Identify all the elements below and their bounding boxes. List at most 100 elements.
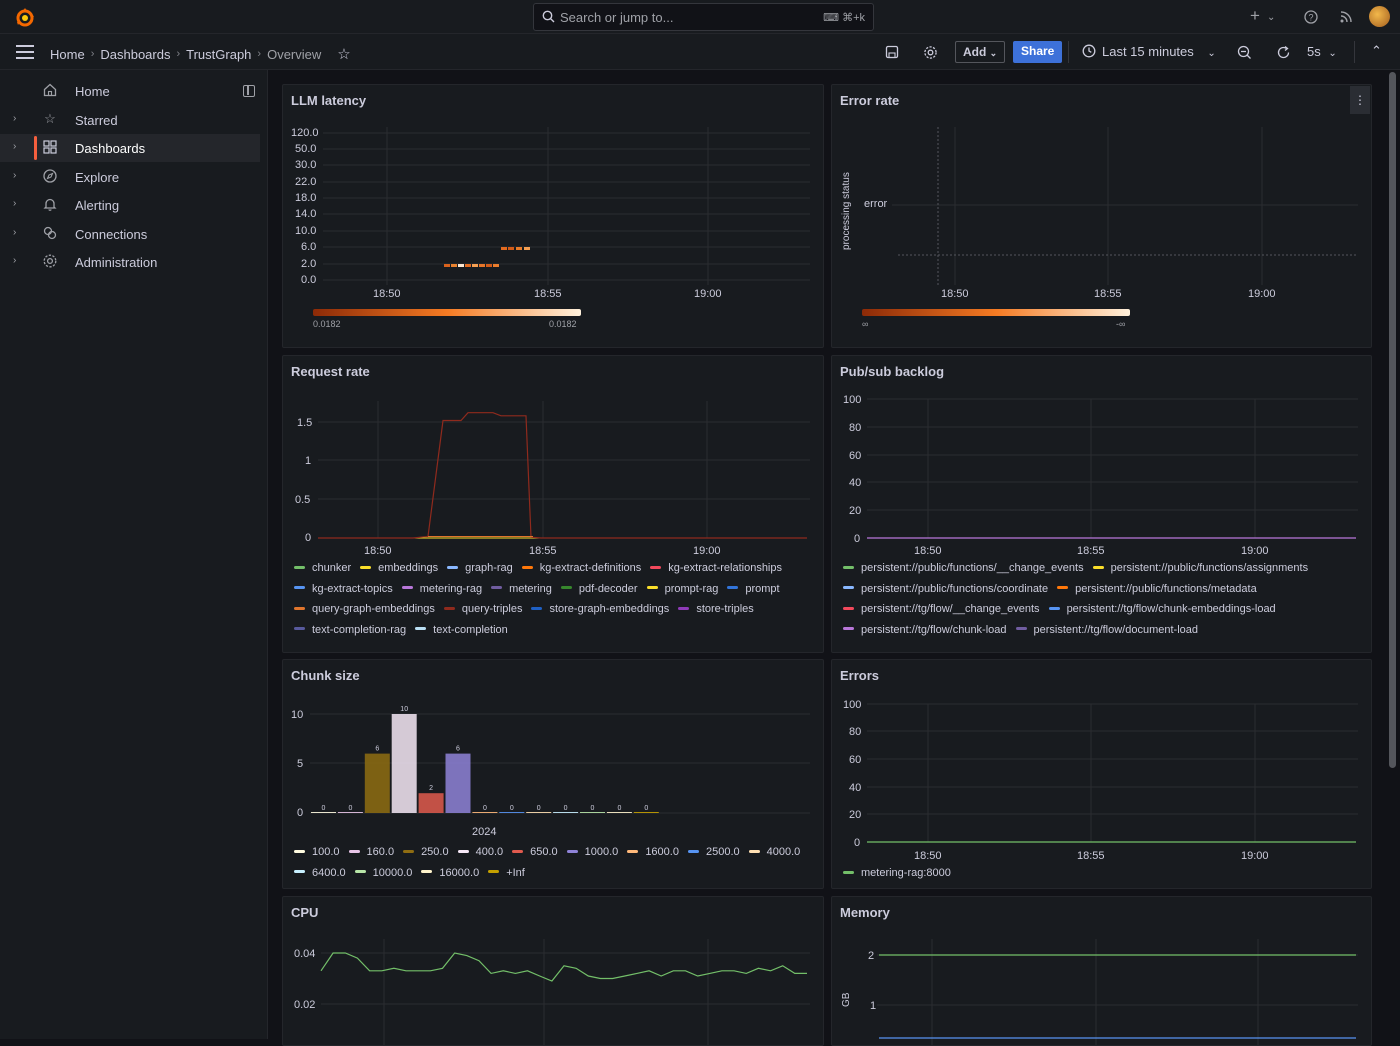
legend-item[interactable]: text-completion bbox=[415, 620, 508, 641]
bar-16000.0[interactable] bbox=[606, 812, 632, 813]
legend-item[interactable]: 10000.0 bbox=[354, 863, 412, 884]
help-icon[interactable]: ? bbox=[1304, 10, 1318, 24]
bar-2500.0[interactable] bbox=[499, 812, 525, 813]
legend-item[interactable]: 160.0 bbox=[348, 842, 394, 863]
legend-item[interactable]: 1600.0 bbox=[627, 842, 679, 863]
legend-item[interactable]: 4000.0 bbox=[748, 842, 800, 863]
chevron-right-icon[interactable]: › bbox=[13, 255, 17, 266]
legend-item[interactable]: persistent://public/functions/metadata bbox=[1057, 579, 1257, 600]
chevron-right-icon[interactable]: › bbox=[13, 227, 17, 238]
legend-item[interactable]: query-graph-embeddings bbox=[294, 599, 435, 620]
time-series-chart: GB 2 1 bbox=[841, 939, 1358, 1045]
panel-memory[interactable]: Memory GB 2 1 bbox=[831, 896, 1372, 1046]
bar-250.0[interactable] bbox=[364, 753, 390, 813]
news-rss-icon[interactable] bbox=[1339, 10, 1353, 24]
legend-item[interactable]: kg-extract-definitions bbox=[521, 558, 641, 579]
zoom-out-icon[interactable] bbox=[1237, 45, 1252, 60]
bar-650.0[interactable] bbox=[418, 793, 444, 813]
settings-gear-icon[interactable] bbox=[923, 45, 938, 60]
legend-item[interactable]: kg-extract-topics bbox=[294, 579, 393, 600]
bar-6400.0[interactable] bbox=[553, 812, 579, 813]
refresh-icon[interactable] bbox=[1276, 45, 1291, 60]
sidebar-item-administration[interactable]: › Administration bbox=[0, 248, 260, 276]
legend-item[interactable]: prompt-rag bbox=[646, 579, 718, 600]
grafana-logo-icon[interactable] bbox=[14, 7, 36, 29]
sidebar-item-alerting[interactable]: › Alerting bbox=[0, 191, 260, 219]
legend-item[interactable]: 1000.0 bbox=[566, 842, 618, 863]
new-plus-icon[interactable]: + bbox=[1250, 6, 1260, 25]
legend-item[interactable]: metering bbox=[491, 579, 552, 600]
share-button[interactable]: Share bbox=[1013, 41, 1063, 63]
legend-item[interactable]: persistent://public/functions/assignment… bbox=[1092, 558, 1308, 579]
legend-item[interactable]: persistent://tg/flow/document-load bbox=[1015, 620, 1198, 641]
legend-item[interactable]: kg-extract-relationships bbox=[650, 558, 782, 579]
breadcrumb-trustgraph[interactable]: TrustGraph bbox=[186, 46, 252, 62]
bar-100.0[interactable] bbox=[311, 812, 336, 813]
legend-item[interactable]: 650.0 bbox=[512, 842, 558, 863]
legend-item[interactable]: text-completion-rag bbox=[294, 620, 406, 641]
panel-cpu[interactable]: CPU 0.04 0.02 bbox=[282, 896, 824, 1046]
panel-pubsub-backlog[interactable]: Pub/sub backlog 100 80 60 40 20 0 18:50 … bbox=[831, 355, 1372, 653]
legend-item[interactable]: pdf-decoder bbox=[560, 579, 638, 600]
menu-toggle-icon[interactable] bbox=[16, 45, 34, 59]
legend-item[interactable]: persistent://tg/flow/__change_events bbox=[843, 599, 1040, 620]
time-range-picker[interactable]: Last 15 minutes ⌄ bbox=[1082, 44, 1216, 59]
sidebar-item-dashboards[interactable]: › Dashboards bbox=[0, 134, 260, 162]
sidebar-item-explore[interactable]: › Explore bbox=[0, 163, 260, 191]
save-icon[interactable] bbox=[885, 45, 899, 59]
panel-llm-latency[interactable]: LLM latency 120.0 50.0 30.0 22.0 18.0 14… bbox=[282, 84, 824, 348]
chevron-right-icon: › bbox=[257, 48, 262, 60]
legend-item[interactable]: 250.0 bbox=[403, 842, 449, 863]
breadcrumb-home[interactable]: Home bbox=[50, 46, 85, 62]
legend-item[interactable]: persistent://tg/flow/chunk-load bbox=[843, 620, 1007, 641]
legend-item[interactable]: prompt bbox=[727, 579, 780, 600]
panel-request-rate[interactable]: Request rate 1.5 1 0.5 0 18:50 18:55 19:… bbox=[282, 355, 824, 653]
legend-item[interactable]: store-graph-embeddings bbox=[531, 599, 669, 620]
dock-menu-icon[interactable] bbox=[243, 85, 255, 97]
bar-+Inf[interactable] bbox=[633, 812, 659, 813]
chevron-up-icon[interactable]: ⌃ bbox=[1371, 43, 1382, 58]
bar-1000.0[interactable] bbox=[445, 753, 471, 813]
panel-error-rate[interactable]: Error rate ⋮ processing status error 18:… bbox=[831, 84, 1372, 348]
legend-item[interactable]: query-triples bbox=[443, 599, 522, 620]
panel-errors[interactable]: Errors 100 80 60 40 20 0 18:50 18:55 19:… bbox=[831, 659, 1372, 889]
chevron-right-icon[interactable]: › bbox=[13, 170, 17, 181]
legend-item[interactable]: persistent://public/functions/__change_e… bbox=[843, 558, 1084, 579]
legend-item[interactable]: metering-rag:8000 bbox=[843, 863, 951, 884]
breadcrumb-dashboards[interactable]: Dashboards bbox=[100, 46, 171, 62]
sidebar-item-home[interactable]: Home bbox=[0, 77, 260, 105]
legend-item[interactable]: +Inf bbox=[488, 863, 525, 884]
bar-10000.0[interactable] bbox=[580, 812, 605, 813]
user-avatar[interactable] bbox=[1369, 6, 1390, 27]
search-input[interactable]: Search or jump to... ⌨ ⌘+k bbox=[533, 3, 874, 31]
bar-1600.0[interactable] bbox=[472, 812, 498, 813]
legend-item[interactable]: 6400.0 bbox=[294, 863, 346, 884]
add-button[interactable]: Add ⌄ bbox=[955, 41, 1006, 63]
legend-item[interactable]: 2500.0 bbox=[687, 842, 740, 863]
refresh-interval-picker[interactable]: 5s ⌄ bbox=[1307, 44, 1337, 59]
chevron-right-icon[interactable]: › bbox=[13, 113, 17, 124]
bar-160.0[interactable] bbox=[337, 812, 363, 813]
legend-item[interactable]: persistent://tg/flow/chunk-embeddings-lo… bbox=[1048, 599, 1276, 620]
legend-item[interactable]: 100.0 bbox=[294, 842, 340, 863]
legend-item[interactable]: chunker bbox=[294, 558, 351, 579]
legend-item[interactable]: 400.0 bbox=[457, 842, 503, 863]
sidebar-item-connections[interactable]: › Connections bbox=[0, 220, 260, 248]
panel-menu-icon[interactable]: ⋮ bbox=[1350, 86, 1370, 114]
legend-item[interactable]: graph-rag bbox=[447, 558, 513, 579]
chevron-right-icon[interactable]: › bbox=[13, 141, 17, 152]
legend-item[interactable]: metering-rag bbox=[401, 579, 482, 600]
page-scrollbar[interactable] bbox=[1389, 72, 1396, 768]
legend-item[interactable]: embeddings bbox=[360, 558, 438, 579]
legend-item[interactable]: persistent://public/functions/coordinate bbox=[843, 579, 1048, 600]
bar-400.0[interactable] bbox=[391, 714, 417, 813]
panel-chunk-size[interactable]: Chunk size 10 5 0 0 0 6 10 2 6 0 0 0 0 0 0 0 2024 10… bbox=[282, 659, 824, 889]
chevron-right-icon[interactable]: › bbox=[13, 198, 17, 209]
heatmap-cells bbox=[444, 247, 530, 267]
star-icon[interactable]: ☆ bbox=[337, 46, 351, 63]
legend-item[interactable]: 16000.0 bbox=[421, 863, 479, 884]
sidebar-item-starred[interactable]: › ☆ Starred bbox=[0, 106, 260, 134]
legend-item[interactable]: store-triples bbox=[678, 599, 754, 620]
bar-4000.0[interactable] bbox=[526, 812, 552, 813]
chevron-down-icon[interactable]: ⌄ bbox=[1267, 12, 1276, 23]
